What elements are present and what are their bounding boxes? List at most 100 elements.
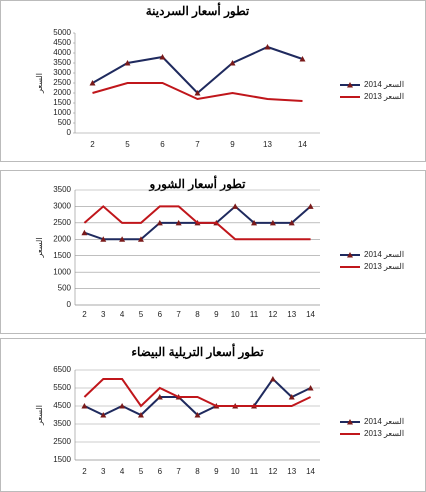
x-tick-label: 3 bbox=[101, 467, 106, 476]
y-tick-label: 500 bbox=[58, 118, 72, 127]
point-marker bbox=[81, 403, 88, 409]
x-tick-label: 7 bbox=[176, 310, 181, 319]
point-marker bbox=[307, 385, 314, 391]
point-marker bbox=[137, 412, 144, 418]
y-tick-label: 2500 bbox=[53, 218, 71, 227]
point-marker bbox=[194, 412, 201, 418]
point-marker bbox=[288, 394, 295, 400]
x-tick-label: 5 bbox=[139, 310, 144, 319]
x-tick-label: 7 bbox=[176, 467, 181, 476]
y-axis-label: السعر bbox=[35, 405, 44, 426]
y-tick-label: 5000 bbox=[53, 28, 71, 37]
legend-label: السعر 2013 bbox=[364, 262, 404, 271]
point-marker bbox=[264, 44, 271, 50]
y-axis-label: السعر bbox=[35, 237, 44, 258]
y-tick-label: 1000 bbox=[53, 267, 71, 276]
point-marker bbox=[229, 60, 236, 66]
x-tick-label: 14 bbox=[306, 310, 315, 319]
x-tick-label: 2 bbox=[82, 467, 87, 476]
point-marker bbox=[100, 236, 107, 242]
y-tick-label: 3500 bbox=[53, 185, 71, 194]
legend-label: السعر 2014 bbox=[364, 250, 404, 259]
y-tick-label: 3000 bbox=[53, 202, 71, 211]
point-marker bbox=[124, 60, 131, 66]
y-tick-label: 0 bbox=[67, 128, 72, 137]
chart: تطور أسعار السردينة السعر 0500100015002000… bbox=[0, 0, 426, 162]
legend-label: السعر 2013 bbox=[364, 429, 404, 438]
y-tick-label: 2000 bbox=[53, 234, 71, 243]
series-line bbox=[83, 378, 312, 408]
y-tick-label: 1000 bbox=[53, 108, 71, 117]
x-tick-label: 9 bbox=[214, 310, 219, 319]
y-tick-label: 4500 bbox=[53, 38, 71, 47]
x-tick-label: 5 bbox=[125, 140, 130, 149]
x-tick-label: 4 bbox=[120, 467, 125, 476]
y-tick-label: 1500 bbox=[53, 455, 71, 464]
legend-label: السعر 2013 bbox=[364, 92, 404, 101]
series-line bbox=[92, 45, 303, 95]
x-tick-label: 11 bbox=[250, 467, 259, 476]
y-tick-label: 5500 bbox=[53, 383, 71, 392]
chart-title: تطور أسعار التريلية البيضاء bbox=[131, 344, 264, 360]
x-tick-label: 11 bbox=[250, 310, 259, 319]
x-tick-label: 10 bbox=[231, 467, 240, 476]
x-tick-label: 8 bbox=[195, 310, 200, 319]
point-marker bbox=[194, 90, 201, 96]
point-marker bbox=[81, 229, 88, 236]
x-tick-label: 4 bbox=[120, 310, 125, 319]
series-line bbox=[83, 205, 311, 241]
y-tick-label: 0 bbox=[67, 300, 72, 309]
point-marker bbox=[156, 394, 163, 400]
y-tick-label: 3000 bbox=[53, 68, 71, 77]
point-marker bbox=[119, 236, 126, 242]
y-tick-label: 4500 bbox=[53, 401, 71, 410]
x-tick-label: 6 bbox=[160, 140, 165, 149]
y-axis-label: السعر bbox=[35, 73, 44, 94]
point-marker bbox=[159, 54, 166, 60]
point-marker bbox=[156, 219, 163, 226]
point-marker bbox=[119, 403, 126, 409]
point-marker bbox=[299, 56, 306, 62]
y-tick-label: 500 bbox=[58, 284, 72, 293]
point-marker bbox=[269, 219, 276, 226]
y-tick-label: 1500 bbox=[53, 251, 71, 260]
y-tick-label: 4000 bbox=[53, 48, 71, 57]
point-marker bbox=[175, 219, 182, 226]
x-tick-label: 7 bbox=[195, 140, 200, 149]
y-tick-label: 1500 bbox=[53, 98, 71, 107]
x-tick-label: 6 bbox=[158, 310, 163, 319]
x-tick-label: 12 bbox=[268, 467, 277, 476]
legend-label: السعر 2014 bbox=[364, 417, 404, 426]
x-tick-label: 13 bbox=[263, 140, 272, 149]
legend-marker bbox=[347, 419, 353, 425]
chart: تطور أسعار التريلية البيضاء السعر 1500 2500… bbox=[0, 338, 426, 492]
x-tick-label: 14 bbox=[306, 467, 315, 476]
x-tick-label: 2 bbox=[82, 310, 87, 319]
x-tick-label: 2 bbox=[90, 140, 95, 149]
point-marker bbox=[89, 80, 96, 86]
x-tick-label: 8 bbox=[195, 467, 200, 476]
x-tick-label: 5 bbox=[139, 467, 144, 476]
point-marker bbox=[251, 219, 258, 226]
point-marker bbox=[288, 219, 295, 226]
legend-marker bbox=[347, 252, 353, 258]
chart-title: تطور أسعار الشورو bbox=[149, 176, 247, 192]
legend-marker bbox=[347, 82, 353, 88]
y-tick-label: 2500 bbox=[53, 78, 71, 87]
chart: تطور أسعار الشوروالسعر050010001500200025… bbox=[0, 170, 426, 334]
x-tick-label: 10 bbox=[231, 310, 240, 319]
y-tick-label: 6500 bbox=[53, 365, 71, 374]
chart-title: تطور أسعار السردينة bbox=[146, 3, 250, 19]
x-tick-label: 13 bbox=[287, 467, 296, 476]
series-line bbox=[92, 82, 303, 102]
y-tick-label: 2500 bbox=[53, 437, 71, 446]
x-tick-label: 3 bbox=[101, 310, 106, 319]
x-tick-label: 9 bbox=[214, 467, 219, 476]
y-tick-label: 3500 bbox=[53, 419, 71, 428]
x-tick-label: 9 bbox=[230, 140, 235, 149]
panel-frame bbox=[0, 338, 426, 492]
point-marker bbox=[137, 236, 144, 242]
x-tick-label: 6 bbox=[158, 467, 163, 476]
y-tick-label: 3500 bbox=[53, 58, 71, 67]
